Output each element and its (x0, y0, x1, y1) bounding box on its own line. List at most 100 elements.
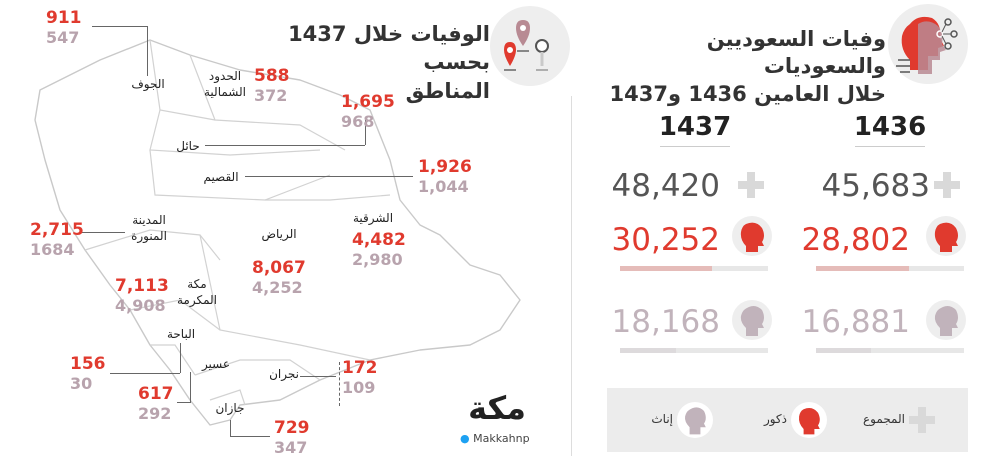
legend-male-label: ذكور (763, 412, 787, 426)
logo: مكة (462, 392, 532, 424)
stats-title: وفيات السعوديين والسعوديات خلال العامين … (600, 26, 887, 108)
map-title: الوفيات خلال 1437 بحسب المناطق (230, 20, 490, 105)
region-jazan: 729 347 (274, 418, 310, 457)
year-1437-male: 30,252 (611, 222, 720, 258)
legend-male-icon (791, 402, 827, 438)
female-head-icon-1436 (926, 300, 966, 340)
human-head-network-icon (888, 4, 968, 84)
region-makkah: 7,113 4,908 (115, 276, 169, 315)
year-1437-female-fill (620, 348, 676, 353)
year-1436-male-bar (816, 266, 964, 271)
region-northern: 588 372 (254, 66, 290, 105)
year-1437-male-bar (620, 266, 768, 271)
region-hail: 1,695 968 (341, 92, 395, 131)
region-madinah: 2,715 1684 (30, 220, 84, 259)
makkah-label: مكة المكرمة (168, 276, 226, 308)
leader-qassim (245, 176, 413, 177)
leader-jazan-h (230, 436, 270, 437)
asir-female: 292 (138, 404, 172, 423)
map-title-line2: المناطق (405, 78, 490, 103)
leader-asir-h (177, 402, 191, 403)
leader-jouf (147, 26, 148, 76)
plus-icon (738, 172, 764, 198)
northern-female: 372 (254, 86, 288, 105)
northern-name2: الشمالية (204, 85, 246, 100)
riyadh-female: 4,252 (252, 278, 303, 297)
madinah-label: المدينة المنورة (124, 212, 174, 244)
region-asir: 617 292 (138, 384, 174, 423)
male-head-icon-1436 (926, 216, 966, 256)
qassim-label: القصيم (203, 170, 239, 184)
baha-male: 156 (70, 354, 106, 374)
leader-najran-v (339, 362, 340, 406)
najran-male: 172 (342, 358, 378, 378)
twitter-bird-icon: ● (460, 432, 470, 445)
hail-female: 968 (341, 112, 375, 131)
eastern-male: 4,482 (352, 230, 406, 250)
legend-plus-icon (909, 407, 935, 433)
female-head-icon (732, 300, 772, 340)
jazan-label: جازان (215, 401, 245, 415)
madinah-name1: المدينة (132, 213, 166, 227)
stats-title-line2: خلال العامين 1436 و1437 (609, 81, 887, 106)
region-jouf: 911 547 (46, 8, 82, 47)
panel-divider (571, 96, 572, 456)
baha-label: الباحة (166, 327, 196, 341)
logo-handle: Makkahnp (473, 432, 530, 445)
year-1436-underline (855, 146, 925, 147)
makkah-female: 4,908 (115, 296, 166, 315)
northern-label: الحدود الشمالية (195, 68, 255, 100)
logo-text: مكة (468, 389, 526, 427)
male-head-icon (732, 216, 772, 256)
riyadh-male: 8,067 (252, 258, 306, 278)
jouf-male: 911 (46, 8, 82, 28)
region-baha: 156 30 (70, 354, 106, 393)
hail-male: 1,695 (341, 92, 395, 112)
leader-madinah (80, 232, 125, 233)
hail-label: حائل (176, 139, 200, 153)
madinah-female: 1684 (30, 240, 75, 259)
legend-box: المجموع ذكور إناث (607, 388, 968, 452)
leader-jouf-h (92, 26, 147, 27)
year-1436-male: 28,802 (801, 222, 910, 258)
asir-label: عسير (201, 357, 231, 371)
jouf-female: 547 (46, 28, 80, 47)
year-1436-label: 1436 (853, 112, 927, 142)
jazan-male: 729 (274, 418, 310, 438)
map-outline (34, 39, 521, 426)
northern-male: 588 (254, 66, 290, 86)
map-title-line1: الوفيات خلال 1437 بحسب (288, 22, 490, 75)
region-riyadh: 8,067 4,252 (252, 258, 306, 297)
year-1437-total: 48,420 (611, 168, 720, 204)
leader-hail (205, 145, 365, 146)
legend-female-label: إناث (651, 412, 673, 426)
leader-najran (300, 376, 336, 377)
leader-baha-h (110, 373, 180, 374)
makkah-name1: مكة (187, 277, 207, 291)
year-1436-total: 45,683 (821, 168, 930, 204)
leader-baha (180, 343, 181, 373)
year-1437-underline (660, 146, 730, 147)
region-eastern: 4,482 2,980 (352, 230, 406, 269)
leader-hail-v (365, 120, 366, 145)
year-1437-male-fill (620, 266, 713, 271)
year-1437-female: 18,168 (611, 304, 720, 340)
eastern-label: الشرقية (352, 211, 394, 225)
year-1437-female-bar (620, 348, 768, 353)
year-1436-female-bar (816, 348, 964, 353)
year-1436-female: 16,881 (801, 304, 910, 340)
baha-female: 30 (70, 374, 93, 393)
leader-jazan (230, 420, 231, 436)
asir-male: 617 (138, 384, 174, 404)
jouf-label: الجوف (131, 77, 165, 91)
logo-handle-row: ● Makkahnp (460, 432, 540, 445)
map-pins-icon (490, 6, 570, 86)
saudi-map (34, 39, 521, 426)
stats-title-line1: وفيات السعوديين والسعوديات (706, 27, 886, 79)
madinah-male: 2,715 (30, 220, 84, 240)
region-qassim: 1,926 1,044 (418, 157, 472, 196)
northern-name1: الحدود (208, 69, 242, 83)
legend-female-icon (677, 402, 713, 438)
region-najran: 172 109 (342, 358, 378, 397)
legend-total-label: المجموع (863, 412, 905, 426)
